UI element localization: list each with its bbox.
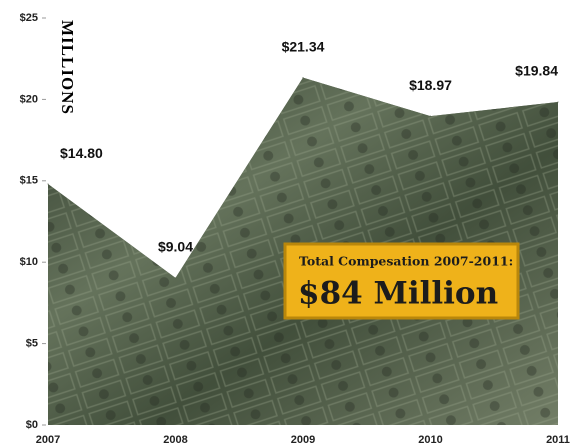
point bbox=[302, 77, 304, 79]
x-tick-label: 2008 bbox=[163, 434, 187, 446]
point bbox=[430, 115, 431, 117]
x-tick-label: 2010 bbox=[418, 434, 442, 446]
value-label: $21.34 bbox=[282, 38, 325, 54]
x-tick-label: 2009 bbox=[291, 434, 315, 446]
value-label: $18.97 bbox=[409, 77, 452, 93]
y-tick-label: $25 bbox=[20, 12, 38, 24]
x-tick-label: 2007 bbox=[36, 434, 60, 446]
value-label: $14.80 bbox=[60, 145, 103, 161]
y-tick-label: $5 bbox=[26, 338, 38, 350]
annotation-text: $84 Million bbox=[298, 276, 498, 312]
y-tick-label: $0 bbox=[26, 419, 38, 431]
y-tick-label: $10 bbox=[20, 256, 38, 268]
y-axis-label: MILLIONS bbox=[58, 20, 77, 115]
point bbox=[557, 101, 559, 103]
y-tick-label: $20 bbox=[20, 93, 38, 105]
point bbox=[47, 183, 49, 185]
point bbox=[175, 277, 176, 279]
x-tick-label: 2011 bbox=[546, 434, 570, 446]
annotation-box bbox=[283, 242, 520, 320]
value-label: $19.84 bbox=[515, 63, 558, 79]
annotation: Total Compesation 2007-2011: $84 Million bbox=[283, 242, 520, 320]
annotation-title: Total Compesation 2007-2011: bbox=[299, 254, 513, 269]
value-label: $9.04 bbox=[158, 239, 193, 255]
y-tick-label: $15 bbox=[20, 175, 38, 187]
